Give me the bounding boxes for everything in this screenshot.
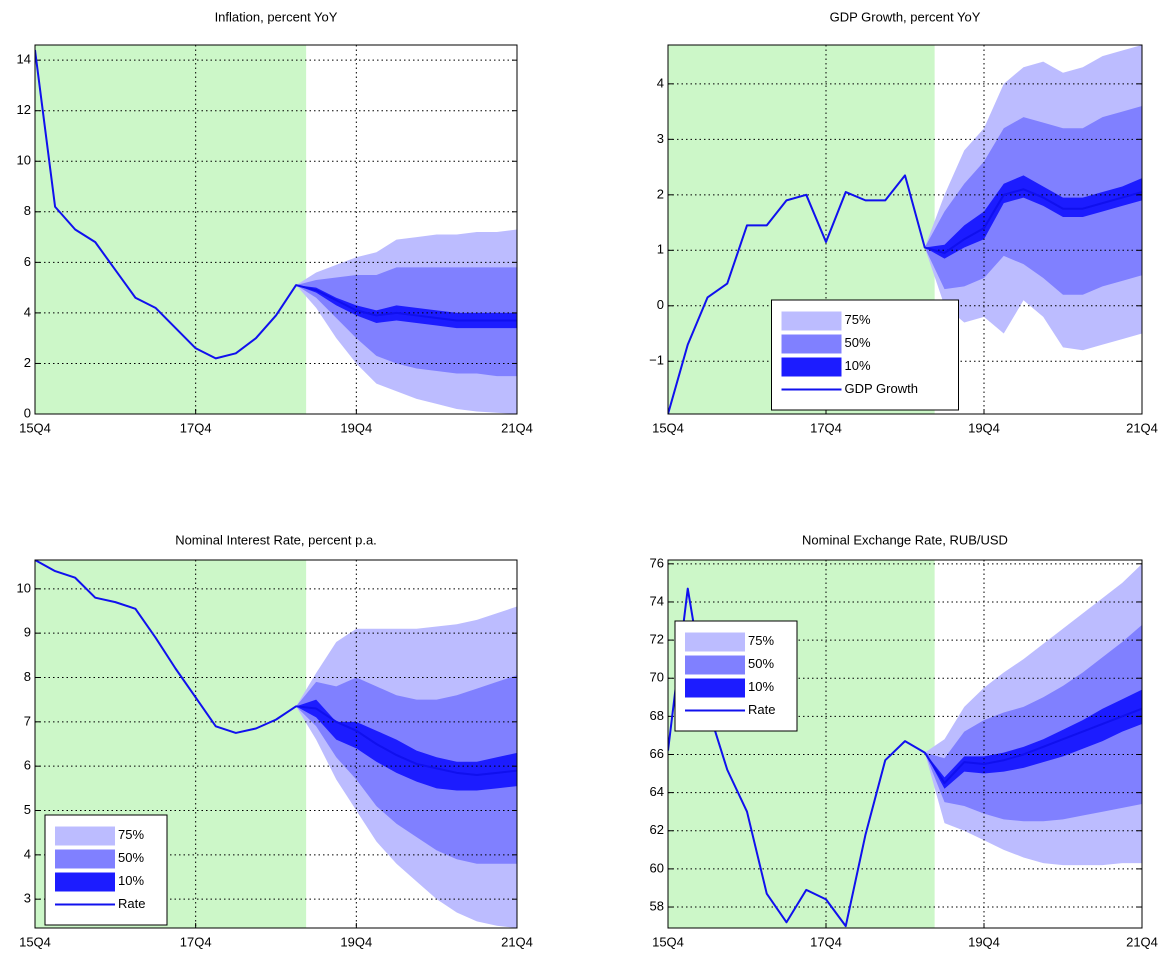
y-tick-label: 76 <box>650 555 664 570</box>
series-line <box>35 560 517 777</box>
x-tick-label: 17Q4 <box>180 420 212 435</box>
legend-swatch <box>55 826 115 846</box>
panel: −1 0 1 2 3 4 15Q4 17Q4 19Q4 21Q4 GDP Growth, perce… <box>649 9 1158 435</box>
x-tick-label: 15Q4 <box>652 420 684 435</box>
x-tick-label: 17Q4 <box>180 934 212 949</box>
y-tick-label: 0 <box>657 297 664 312</box>
y-tick-label: 5 <box>24 802 31 817</box>
plot-frame <box>667 44 1143 415</box>
legend-label: 50% <box>118 850 144 865</box>
legend-label: Rate <box>748 702 775 717</box>
chart-title: GDP Growth, percent YoY <box>830 9 981 24</box>
legend-label: 10% <box>845 358 871 373</box>
legend-swatch <box>781 334 842 354</box>
fan-band <box>296 285 517 329</box>
legend-label: 50% <box>748 656 774 671</box>
legend-label: GDP Growth <box>845 381 918 396</box>
panel: 0 2 4 6 8 10 12 14 15Q4 17Q4 19Q4 21Q4 Inflation, pe… <box>17 9 533 435</box>
legend-swatch <box>781 357 842 377</box>
series-line <box>668 587 1142 928</box>
x-tick-label: 15Q4 <box>652 934 684 949</box>
legend-swatch <box>685 655 745 675</box>
fan-band <box>924 175 1142 259</box>
x-tick-label: 19Q4 <box>968 420 1000 435</box>
x-tick-label: 21Q4 <box>1126 934 1158 949</box>
y-tick-label: 7 <box>24 713 31 728</box>
chart-title: Nominal Exchange Rate, RUB/USD <box>802 532 1008 547</box>
plot-frame <box>34 44 518 415</box>
legend-swatch <box>55 872 115 892</box>
y-tick-label: 2 <box>24 355 31 370</box>
y-tick-label: 10 <box>17 580 31 595</box>
legend: 75% 50% 10% Rate <box>44 814 168 926</box>
x-tick-label: 15Q4 <box>19 420 51 435</box>
y-tick-label: 8 <box>24 203 31 218</box>
y-tick-label: 60 <box>650 860 664 875</box>
history-shade <box>668 560 935 928</box>
panel: 3 4 5 6 7 8 9 10 15Q4 17Q4 19Q4 21Q4 Nominal Interes… <box>17 532 533 949</box>
legend-label: 10% <box>118 873 144 888</box>
y-tick-label: −1 <box>649 353 664 368</box>
legend-swatch <box>55 849 115 869</box>
series-line <box>35 49 517 360</box>
y-tick-label: 72 <box>650 632 664 647</box>
y-tick-label: 2 <box>657 186 664 201</box>
y-tick-label: 64 <box>650 784 664 799</box>
y-tick-label: 4 <box>24 846 31 861</box>
x-tick-label: 19Q4 <box>968 934 1000 949</box>
legend-label: 75% <box>118 827 144 842</box>
y-tick-label: 1 <box>657 242 664 257</box>
y-tick-label: 9 <box>24 625 31 640</box>
panel: 58 60 62 64 66 68 70 72 74 76 15Q4 17Q4 19Q4 21Q4 Nomi… <box>650 532 1158 949</box>
y-tick-label: 3 <box>24 891 31 906</box>
y-tick-label: 0 <box>24 405 31 420</box>
y-tick-label: 74 <box>650 593 664 608</box>
y-tick-label: 68 <box>650 708 664 723</box>
history-shade <box>35 45 307 414</box>
y-tick-label: 6 <box>24 758 31 773</box>
legend-label: 50% <box>845 335 871 350</box>
legend-label: Rate <box>118 896 145 911</box>
x-tick-label: 17Q4 <box>810 934 842 949</box>
legend: 75% 50% 10% Rate <box>674 620 798 732</box>
x-tick-label: 19Q4 <box>340 934 372 949</box>
plot-frame <box>667 559 1143 929</box>
y-tick-label: 66 <box>650 746 664 761</box>
x-tick-label: 21Q4 <box>501 934 533 949</box>
legend-label: 75% <box>845 312 871 327</box>
legend-swatch <box>685 678 745 698</box>
x-tick-label: 21Q4 <box>1126 420 1158 435</box>
legend: 75% 50% 10% GDP Growth <box>771 299 959 411</box>
y-tick-label: 8 <box>24 669 31 684</box>
y-tick-label: 62 <box>650 822 664 837</box>
x-tick-label: 15Q4 <box>19 934 51 949</box>
legend-label: 75% <box>748 633 774 648</box>
fan-band <box>296 699 517 791</box>
chart-title: Nominal Interest Rate, percent p.a. <box>175 532 377 547</box>
chart-title: Inflation, percent YoY <box>215 9 338 24</box>
series-line <box>668 174 1142 414</box>
y-tick-label: 58 <box>650 898 664 913</box>
y-tick-label: 3 <box>657 131 664 146</box>
legend-swatch <box>685 632 745 652</box>
y-tick-label: 70 <box>650 670 664 685</box>
y-tick-label: 4 <box>657 75 664 90</box>
y-tick-label: 12 <box>17 102 31 117</box>
y-tick-label: 14 <box>17 52 31 67</box>
y-tick-label: 10 <box>17 153 31 168</box>
x-tick-label: 17Q4 <box>810 420 842 435</box>
x-tick-label: 21Q4 <box>501 420 533 435</box>
legend-label: 10% <box>748 679 774 694</box>
x-tick-label: 19Q4 <box>340 420 372 435</box>
legend-swatch <box>781 311 842 331</box>
y-tick-label: 6 <box>24 254 31 269</box>
plot-frame <box>34 559 518 929</box>
y-tick-label: 4 <box>24 304 31 319</box>
